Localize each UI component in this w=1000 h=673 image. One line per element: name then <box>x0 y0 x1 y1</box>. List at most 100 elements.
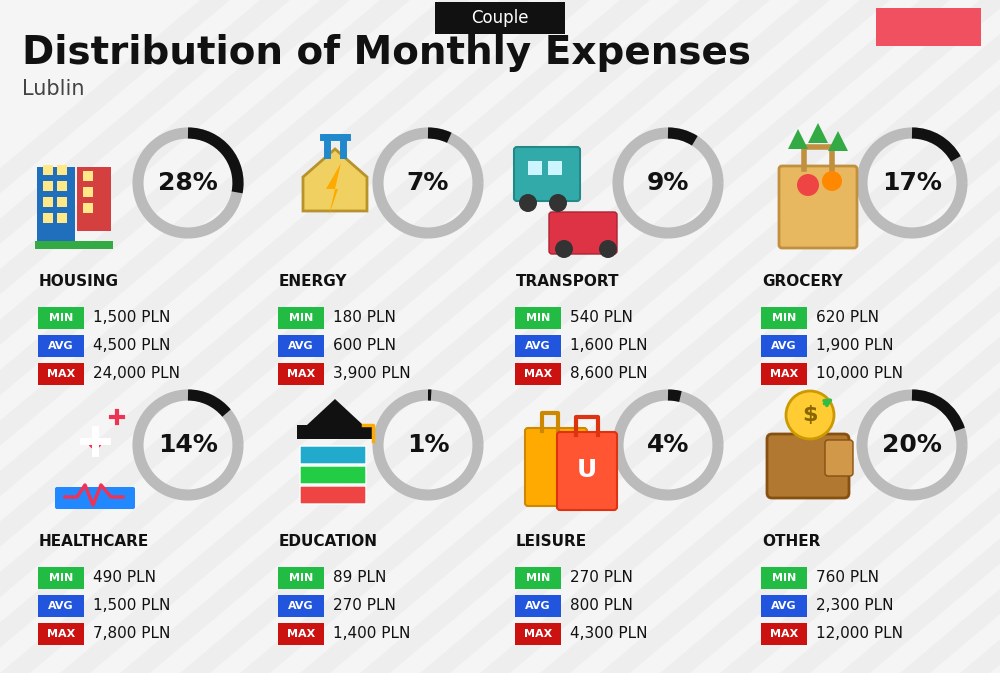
Polygon shape <box>0 0 830 673</box>
Text: $: $ <box>802 405 818 425</box>
FancyBboxPatch shape <box>767 434 849 498</box>
Text: Lublin: Lublin <box>22 79 84 99</box>
FancyBboxPatch shape <box>38 335 84 357</box>
FancyBboxPatch shape <box>43 165 53 175</box>
Text: Distribution of Monthly Expenses: Distribution of Monthly Expenses <box>22 34 751 72</box>
Text: 7,800 PLN: 7,800 PLN <box>93 627 170 641</box>
Text: U: U <box>577 458 597 482</box>
Text: 1,900 PLN: 1,900 PLN <box>816 339 894 353</box>
Polygon shape <box>600 0 1000 673</box>
FancyBboxPatch shape <box>761 623 807 645</box>
Polygon shape <box>120 0 950 673</box>
Text: 3,900 PLN: 3,900 PLN <box>333 367 411 382</box>
FancyBboxPatch shape <box>83 203 93 213</box>
Text: 180 PLN: 180 PLN <box>333 310 396 326</box>
Polygon shape <box>0 0 410 673</box>
Text: GROCERY: GROCERY <box>762 273 843 289</box>
Text: MAX: MAX <box>770 629 798 639</box>
Text: 1,500 PLN: 1,500 PLN <box>93 310 170 326</box>
Polygon shape <box>0 0 290 673</box>
Text: 1,400 PLN: 1,400 PLN <box>333 627 410 641</box>
FancyBboxPatch shape <box>278 567 324 589</box>
Circle shape <box>555 240 573 258</box>
Text: 1,500 PLN: 1,500 PLN <box>93 598 170 614</box>
Text: MIN: MIN <box>772 313 796 323</box>
Text: 760 PLN: 760 PLN <box>816 571 879 586</box>
FancyBboxPatch shape <box>515 623 561 645</box>
Text: 270 PLN: 270 PLN <box>570 571 633 586</box>
FancyBboxPatch shape <box>38 595 84 617</box>
Text: AVG: AVG <box>288 601 314 611</box>
Text: MAX: MAX <box>770 369 798 379</box>
Polygon shape <box>88 440 102 452</box>
Text: MAX: MAX <box>287 629 315 639</box>
Text: MAX: MAX <box>47 629 75 639</box>
Text: MIN: MIN <box>289 573 313 583</box>
Text: 620 PLN: 620 PLN <box>816 310 879 326</box>
FancyBboxPatch shape <box>297 425 373 439</box>
Text: 600 PLN: 600 PLN <box>333 339 396 353</box>
Polygon shape <box>307 399 363 425</box>
FancyBboxPatch shape <box>43 197 53 207</box>
Polygon shape <box>0 0 350 673</box>
Text: 4,500 PLN: 4,500 PLN <box>93 339 170 353</box>
Circle shape <box>549 194 567 212</box>
Polygon shape <box>808 123 828 143</box>
FancyBboxPatch shape <box>300 446 366 464</box>
Text: 20%: 20% <box>882 433 942 457</box>
Polygon shape <box>0 0 710 673</box>
Polygon shape <box>0 0 470 673</box>
Polygon shape <box>0 0 650 673</box>
Text: Couple: Couple <box>471 9 529 27</box>
Text: 4%: 4% <box>647 433 689 457</box>
Text: AVG: AVG <box>525 341 551 351</box>
Text: MIN: MIN <box>526 313 550 323</box>
Polygon shape <box>326 163 341 215</box>
FancyBboxPatch shape <box>557 432 617 510</box>
Text: MAX: MAX <box>287 369 315 379</box>
Text: 540 PLN: 540 PLN <box>570 310 633 326</box>
Text: MIN: MIN <box>289 313 313 323</box>
Text: HEALTHCARE: HEALTHCARE <box>39 534 149 548</box>
FancyBboxPatch shape <box>38 567 84 589</box>
Polygon shape <box>180 0 1000 673</box>
FancyBboxPatch shape <box>38 363 84 385</box>
Text: 10,000 PLN: 10,000 PLN <box>816 367 903 382</box>
Polygon shape <box>0 0 770 673</box>
Text: TRANSPORT: TRANSPORT <box>516 273 620 289</box>
FancyBboxPatch shape <box>761 595 807 617</box>
Text: MIN: MIN <box>526 573 550 583</box>
FancyBboxPatch shape <box>435 2 565 34</box>
FancyBboxPatch shape <box>278 335 324 357</box>
Text: 17%: 17% <box>882 171 942 195</box>
Text: AVG: AVG <box>48 341 74 351</box>
Polygon shape <box>720 0 1000 673</box>
Text: 12,000 PLN: 12,000 PLN <box>816 627 903 641</box>
Circle shape <box>786 391 834 439</box>
Circle shape <box>797 174 819 196</box>
FancyBboxPatch shape <box>549 212 617 254</box>
FancyBboxPatch shape <box>761 363 807 385</box>
Text: MIN: MIN <box>49 313 73 323</box>
Polygon shape <box>900 0 1000 673</box>
Text: 28%: 28% <box>158 171 218 195</box>
Text: 14%: 14% <box>158 433 218 457</box>
FancyBboxPatch shape <box>525 428 587 506</box>
Polygon shape <box>480 0 1000 673</box>
FancyBboxPatch shape <box>779 166 857 248</box>
FancyBboxPatch shape <box>514 147 580 201</box>
Text: 1,600 PLN: 1,600 PLN <box>570 339 648 353</box>
Polygon shape <box>240 0 1000 673</box>
FancyBboxPatch shape <box>38 307 84 329</box>
Text: MAX: MAX <box>524 629 552 639</box>
FancyBboxPatch shape <box>278 595 324 617</box>
FancyBboxPatch shape <box>515 307 561 329</box>
FancyBboxPatch shape <box>515 363 561 385</box>
Text: 89 PLN: 89 PLN <box>333 571 386 586</box>
FancyBboxPatch shape <box>761 307 807 329</box>
Circle shape <box>822 171 842 191</box>
FancyBboxPatch shape <box>55 487 135 509</box>
FancyBboxPatch shape <box>278 623 324 645</box>
Text: 8,600 PLN: 8,600 PLN <box>570 367 648 382</box>
Text: MIN: MIN <box>772 573 796 583</box>
